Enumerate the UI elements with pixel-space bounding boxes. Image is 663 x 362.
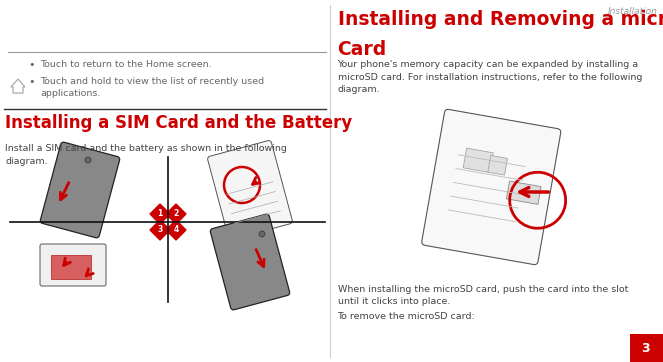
FancyBboxPatch shape	[51, 255, 91, 279]
Polygon shape	[166, 204, 186, 224]
FancyBboxPatch shape	[630, 334, 663, 362]
FancyBboxPatch shape	[422, 109, 561, 265]
FancyBboxPatch shape	[40, 142, 120, 238]
Text: Installing a SIM Card and the Battery: Installing a SIM Card and the Battery	[5, 114, 352, 132]
FancyBboxPatch shape	[40, 244, 106, 286]
FancyBboxPatch shape	[210, 214, 290, 310]
Circle shape	[259, 231, 265, 237]
Text: Card: Card	[337, 40, 387, 59]
Text: Your phone's memory capacity can be expanded by installing a
microSD card. For i: Your phone's memory capacity can be expa…	[337, 60, 642, 94]
Text: To remove the microSD card:: To remove the microSD card:	[337, 312, 475, 321]
Circle shape	[85, 157, 91, 163]
Text: Install a SIM card and the battery as shown in the following
diagram.: Install a SIM card and the battery as sh…	[5, 144, 287, 165]
Text: When installing the microSD card, push the card into the slot
until it clicks in: When installing the microSD card, push t…	[337, 285, 628, 307]
FancyBboxPatch shape	[208, 140, 292, 240]
FancyBboxPatch shape	[463, 148, 493, 173]
Text: •: •	[28, 60, 34, 70]
Text: Touch to return to the Home screen.: Touch to return to the Home screen.	[40, 60, 211, 69]
Text: 3: 3	[642, 341, 650, 354]
Text: Installation: Installation	[608, 7, 658, 16]
FancyBboxPatch shape	[507, 181, 541, 205]
Polygon shape	[150, 204, 170, 224]
Text: Touch and hold to view the list of recently used
applications.: Touch and hold to view the list of recen…	[40, 77, 264, 98]
FancyBboxPatch shape	[488, 155, 507, 175]
Polygon shape	[150, 220, 170, 240]
Polygon shape	[166, 220, 186, 240]
Text: 3: 3	[157, 226, 162, 235]
Text: Installing and Removing a microSD: Installing and Removing a microSD	[337, 10, 663, 29]
Text: •: •	[28, 77, 34, 87]
Text: 2: 2	[174, 210, 178, 219]
Text: 1: 1	[157, 210, 162, 219]
Text: 4: 4	[174, 226, 178, 235]
